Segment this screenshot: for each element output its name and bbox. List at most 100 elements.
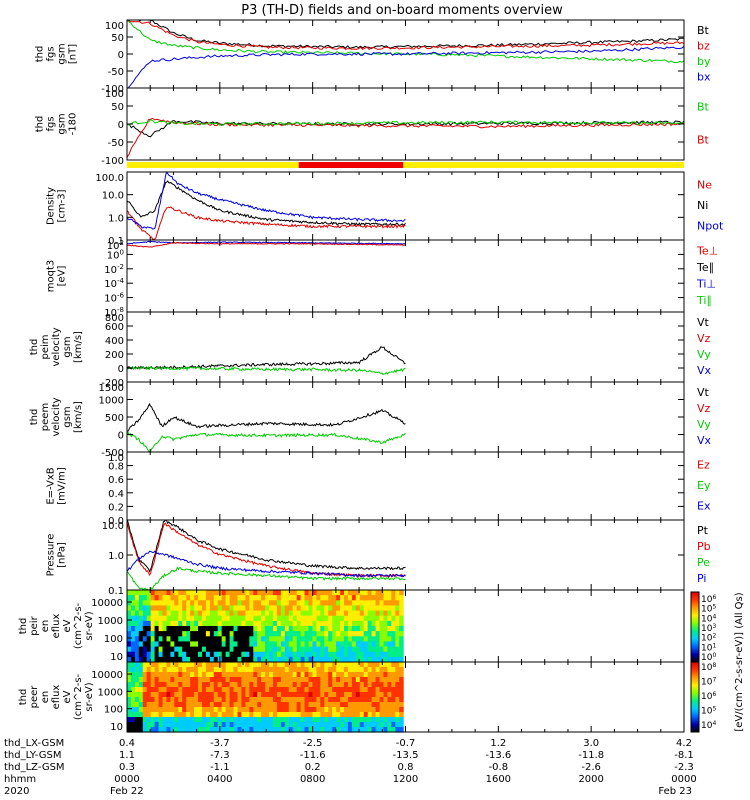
heatmap-cell <box>336 717 341 723</box>
heatmap-cell <box>355 615 361 622</box>
heatmap-cell <box>253 682 258 688</box>
heatmap-cell <box>332 641 337 648</box>
heatmap-cell <box>202 707 207 713</box>
heatmap-cell <box>170 605 175 612</box>
heatmap-cell <box>150 641 156 648</box>
heatmap-cell <box>237 626 242 632</box>
heatmap-cell <box>351 620 357 627</box>
heatmap-cell <box>253 707 258 713</box>
heatmap-cell <box>229 682 235 688</box>
heatmap-cell <box>359 595 365 601</box>
heatmap-cell <box>395 667 400 673</box>
heatmap-cell <box>241 677 246 683</box>
heatmap-cell <box>127 692 132 698</box>
heatmap-cell <box>363 722 369 728</box>
heatmap-cell <box>308 656 313 663</box>
heatmap-cell <box>296 600 302 606</box>
heatmap-cell <box>379 595 384 601</box>
y-tick-label: 1.0 <box>108 453 124 464</box>
heatmap-cell <box>217 722 223 728</box>
legend-Npot: Npot <box>697 220 724 233</box>
heatmap-cell <box>359 717 365 723</box>
heatmap-cell <box>332 712 337 718</box>
y-tick-label: 10-4 <box>104 277 124 290</box>
heatmap-cell <box>265 610 270 617</box>
heatmap-cell <box>336 677 341 683</box>
heatmap-cell <box>387 620 392 627</box>
heatmap-cell <box>359 636 365 642</box>
heatmap-cell <box>198 605 203 612</box>
heatmap-cell <box>269 682 274 688</box>
heatmap-cell <box>332 727 337 733</box>
heatmap-cell <box>269 692 274 698</box>
heatmap-cell <box>328 605 333 612</box>
heatmap-cell <box>166 595 171 601</box>
heatmap-cell <box>316 626 321 632</box>
heatmap-cell <box>292 722 298 728</box>
heatmap-cell <box>194 687 199 693</box>
heatmap-cell <box>198 656 203 663</box>
y-label-line: -180 <box>68 113 79 136</box>
heatmap-cell <box>292 717 298 723</box>
heatmap-cell <box>324 707 329 713</box>
heatmap-cell <box>375 636 381 642</box>
heatmap-cell <box>217 712 223 718</box>
heatmap-cell <box>213 626 219 632</box>
heatmap-cell <box>280 677 286 683</box>
heatmap-cell <box>276 682 282 688</box>
heatmap-cell <box>154 641 160 648</box>
heatmap-cell <box>379 636 384 642</box>
heatmap-cell <box>178 600 183 606</box>
heatmap-cell <box>253 656 258 663</box>
heatmap-cell <box>186 646 191 653</box>
heatmap-cell <box>202 656 207 663</box>
heatmap-cell <box>198 610 203 617</box>
heatmap-cell <box>304 722 309 728</box>
heatmap-cell <box>127 712 132 718</box>
heatmap-cell <box>257 626 262 632</box>
heatmap-cell <box>399 682 404 688</box>
heatmap-cell <box>257 672 262 678</box>
heatmap-cell <box>336 687 341 693</box>
heatmap-cell <box>213 697 219 703</box>
heatmap-cell <box>265 722 270 728</box>
heatmap-cell <box>332 651 337 658</box>
heatmap-cell <box>190 620 195 627</box>
heatmap-cell <box>221 610 227 617</box>
heatmap-cell <box>296 712 302 718</box>
heatmap-cell <box>127 682 132 688</box>
heatmap-cell <box>127 722 132 728</box>
heatmap-cell <box>324 712 329 718</box>
heatmap-cell <box>213 631 219 637</box>
heatmap-cell <box>304 641 309 648</box>
heatmap-cell <box>229 615 235 622</box>
heatmap-cell <box>225 656 231 663</box>
heatmap-cell <box>363 707 369 713</box>
heatmap-cell <box>245 600 250 606</box>
heatmap-cell <box>363 672 369 678</box>
heatmap-cell <box>198 631 203 637</box>
heatmap-cell <box>280 631 286 637</box>
heatmap-cell <box>340 595 345 601</box>
heatmap-cell <box>269 620 274 627</box>
heatmap-cell <box>233 626 238 632</box>
heatmap-cell <box>190 702 195 708</box>
heatmap-cell <box>229 590 235 596</box>
heatmap-cell <box>249 702 254 708</box>
heatmap-cell <box>320 620 325 627</box>
heatmap-cell <box>344 677 349 683</box>
heatmap-cell <box>363 667 369 673</box>
heatmap-cell <box>225 610 231 617</box>
y-tick-label: 1000 <box>98 616 123 627</box>
heatmap-cell <box>245 672 250 678</box>
heatmap-cell <box>383 697 388 703</box>
heatmap-cell <box>395 605 400 612</box>
heatmap-cell <box>269 651 274 658</box>
heatmap-cell <box>399 646 404 653</box>
heatmap-cell <box>225 672 231 678</box>
heatmap-cell <box>209 636 215 642</box>
heatmap-cell <box>261 595 266 601</box>
heatmap-cell <box>265 717 270 723</box>
heatmap-cell <box>383 722 388 728</box>
heatmap-cell <box>359 702 365 708</box>
